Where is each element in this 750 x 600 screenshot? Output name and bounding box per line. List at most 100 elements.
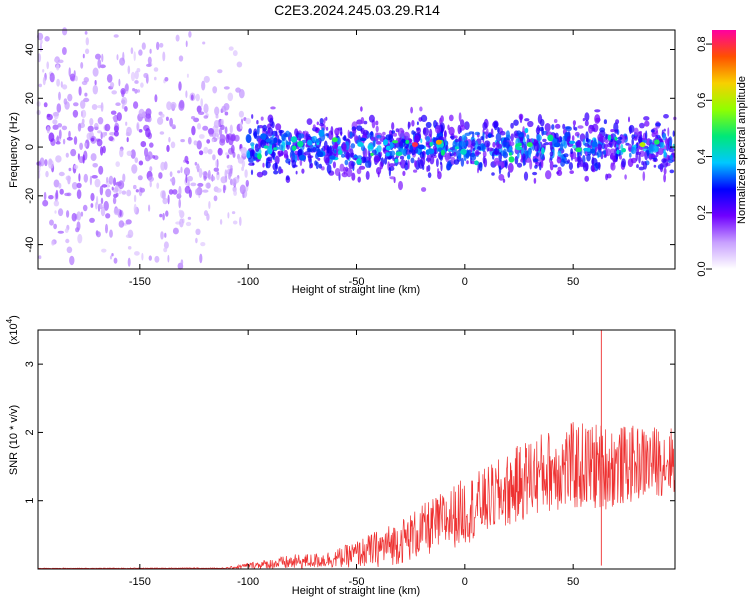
spectrogram-cell	[376, 134, 382, 139]
spectrogram-cell	[162, 51, 166, 62]
spectrogram-cell	[37, 32, 44, 41]
spectrogram-cell	[43, 191, 47, 201]
spectrogram-cell	[154, 255, 160, 263]
spectrogram-cell	[187, 175, 194, 182]
spectrogram-cell	[360, 106, 363, 112]
spectrogram-cell	[186, 160, 190, 165]
spectrogram-cell	[145, 127, 151, 138]
spectrogram-cell	[421, 187, 427, 192]
spectrogram-cell	[71, 182, 78, 190]
spectrogram-cell	[254, 143, 260, 152]
x-tick-label: 50	[567, 276, 579, 288]
spectrogram-cell	[657, 147, 664, 156]
spectrogram-cell	[134, 157, 139, 164]
spectrogram-cell	[280, 169, 284, 174]
spectrogram-cell	[167, 194, 170, 205]
spectrogram-cell	[138, 160, 144, 166]
spectrogram-cell	[110, 110, 117, 115]
spectrogram-cell	[195, 188, 201, 196]
spectrogram-cell	[271, 121, 275, 129]
spectrogram-cell	[485, 134, 488, 139]
spectrogram-cell	[208, 201, 211, 209]
spectrogram-cell	[256, 125, 260, 135]
spectrogram-cell	[397, 127, 405, 138]
spectrogram-cell	[113, 34, 119, 38]
spectrogram-cell	[53, 223, 57, 230]
spectrogram-cell	[163, 247, 168, 253]
spectrogram-cell	[460, 157, 465, 167]
spectrogram-cell	[350, 143, 356, 149]
spectrogram-cell	[135, 189, 139, 193]
spectrogram-cell	[320, 166, 325, 171]
spectrogram-cell	[100, 102, 104, 112]
spectrogram-cell	[159, 131, 165, 135]
spectrogram-cell	[244, 169, 248, 178]
spectrogram-cell	[202, 171, 208, 177]
colorbar-tick-label: 0.8	[696, 36, 708, 51]
spectrogram-cell	[407, 159, 410, 170]
spectrogram-cell	[126, 189, 132, 197]
spectrogram-cell	[241, 166, 245, 172]
spectrogram-cell	[74, 75, 78, 82]
spectrogram-cell	[659, 162, 664, 173]
spectrogram-cell	[515, 146, 523, 151]
spectrogram-cell	[94, 80, 97, 86]
spectrogram-cell	[219, 219, 223, 225]
spectrogram-cell	[76, 182, 82, 189]
spectrogram-cell	[133, 203, 137, 214]
spectrogram-cell	[533, 177, 537, 184]
spectrogram-cell	[278, 129, 285, 134]
spectrogram-cell	[645, 130, 648, 141]
spectrogram-cell	[78, 173, 81, 182]
spectrogram-cell	[516, 162, 523, 168]
spectrogram-cell	[213, 167, 219, 172]
spectrogram-cell	[64, 228, 69, 234]
spectrogram-cell	[526, 134, 530, 139]
spectrogram-cell	[75, 227, 80, 233]
spectrogram-cell	[585, 163, 589, 172]
spectrogram-cell	[615, 119, 620, 125]
spectrogram-cell	[510, 122, 514, 129]
spectrogram-cell	[183, 167, 191, 176]
spectrogram-cell	[555, 123, 561, 129]
spectrogram-peak	[331, 137, 338, 143]
spectrogram-cell	[245, 133, 252, 143]
spectrogram-cell	[148, 176, 154, 182]
spectrogram-cell	[207, 148, 213, 155]
spectrogram-cell	[574, 126, 578, 131]
spectrogram-cell	[638, 136, 643, 144]
spectrogram-cell	[332, 161, 336, 169]
spectrogram-cell	[169, 171, 173, 178]
spectrogram-cell	[185, 221, 192, 227]
spectrogram-cell	[569, 170, 574, 175]
spectrogram-cell	[455, 138, 459, 143]
spectrogram-cell	[538, 161, 542, 171]
spectrogram-cell	[399, 141, 404, 147]
spectrogram-cell	[58, 182, 62, 189]
spectrogram-cell	[77, 233, 83, 244]
spectrogram-cell	[487, 133, 492, 138]
spectrogram-cell	[149, 142, 154, 148]
spectrogram-cell	[270, 106, 276, 110]
spectrogram-cell	[163, 241, 169, 249]
spectrogram-cell	[534, 165, 538, 169]
spectrogram-cell	[624, 135, 628, 140]
spectrogram-cell	[195, 93, 200, 102]
spectrogram-cell	[576, 156, 583, 163]
spectrogram-cell	[523, 141, 527, 151]
spectrogram-cell	[385, 152, 391, 157]
spectrogram-cell	[524, 150, 529, 160]
spectrogram-cell	[159, 213, 163, 218]
spectrogram-cell	[140, 141, 147, 148]
spectrogram-cell	[497, 126, 500, 134]
spectrogram-cell	[288, 161, 291, 166]
x-tick-label: -150	[129, 576, 151, 588]
spectrogram-cell	[554, 132, 559, 140]
spectrogram-cell	[312, 124, 316, 130]
spectrogram-cell	[172, 227, 179, 235]
spectrogram-cell	[503, 137, 507, 148]
spectrogram-cell	[650, 129, 655, 133]
spectrogram-cell	[510, 133, 514, 142]
spectrogram-cell	[91, 104, 98, 110]
